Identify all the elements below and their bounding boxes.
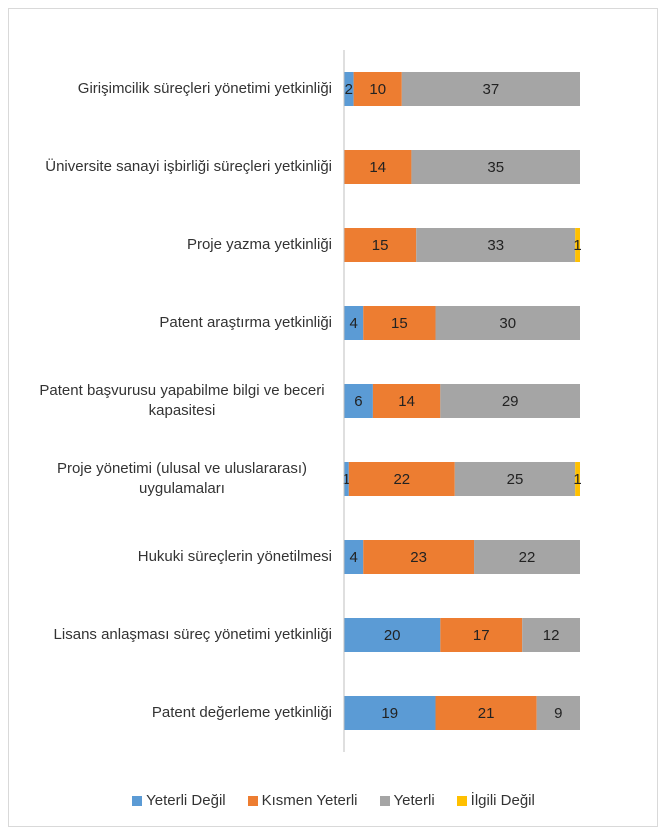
category-label: Patent başvurusu yapabilme bilgi ve bece…	[39, 382, 325, 419]
legend-label: Kısmen Yeterli	[261, 792, 358, 809]
bar-segment	[372, 384, 441, 418]
bar-segment	[440, 618, 523, 652]
category-label: Proje yönetimi (ulusal ve uluslararası) …	[56, 460, 308, 497]
value-label: 23	[410, 549, 427, 566]
category-label: Patent değerleme yetkinliği	[151, 704, 332, 721]
value-label: 25	[507, 471, 524, 488]
category-label: Patent araştırma yetkinliği	[159, 314, 332, 331]
legend-item: Yeterli Değil	[132, 792, 226, 809]
value-label: 1	[573, 471, 581, 488]
bar-segment	[575, 462, 580, 496]
legend-swatch	[456, 795, 467, 806]
bar-segment	[411, 150, 580, 184]
legend-item: İlgili Değil	[456, 792, 535, 809]
legend: Yeterli Değil Kısmen Yeterli Yeterli İlgili…	[0, 792, 667, 809]
value-label: 9	[554, 705, 562, 722]
value-label: 19	[381, 705, 398, 722]
bar-segment	[363, 306, 436, 340]
bar-segment	[474, 540, 580, 574]
value-label: 1	[573, 237, 581, 254]
value-label: 14	[369, 159, 386, 176]
bar-segment	[353, 72, 402, 106]
legend-item: Yeterli	[379, 792, 435, 809]
bar-segment	[454, 462, 576, 496]
value-label: 15	[372, 237, 389, 254]
legend-swatch	[132, 795, 143, 806]
category-label: Üniversite sanayi işbirliği süreçleri ye…	[45, 158, 332, 175]
value-label: 33	[487, 237, 504, 254]
bar-segment	[344, 228, 417, 262]
value-label: 30	[499, 315, 516, 332]
bar-segment	[344, 384, 373, 418]
bar-segment	[344, 150, 412, 184]
bar-segment	[440, 384, 580, 418]
value-label: 29	[502, 393, 519, 410]
category-label: Hukuki süreçlerin yönetilmesi	[137, 548, 332, 565]
category-label: Lisans anlaşması süreç yönetimi yetkinli…	[53, 626, 332, 643]
value-label: 37	[483, 81, 500, 98]
bar-segment	[575, 228, 580, 262]
category-label: Girişimcilik süreçleri yönetimi yetkinli…	[77, 80, 332, 97]
value-label: 21	[478, 705, 495, 722]
bar-segment	[344, 540, 364, 574]
value-label: 6	[354, 393, 362, 410]
bar-segment	[348, 462, 455, 496]
value-label: 22	[393, 471, 410, 488]
value-label: 10	[369, 81, 386, 98]
bar-segment	[344, 696, 436, 730]
legend-swatch	[379, 795, 390, 806]
value-label: 35	[487, 159, 504, 176]
value-label: 14	[398, 393, 415, 410]
bar-segment	[363, 540, 475, 574]
legend-label: İlgili Değil	[470, 792, 535, 809]
bar-segment	[344, 462, 349, 496]
value-label: 20	[384, 627, 401, 644]
chart-frame	[8, 8, 658, 827]
value-label: 12	[543, 627, 560, 644]
bar-segment	[435, 696, 537, 730]
value-label: 22	[519, 549, 536, 566]
legend-item: Kısmen Yeterli	[247, 792, 358, 809]
bar-segment	[344, 306, 364, 340]
bar-segment	[416, 228, 576, 262]
value-label: 4	[349, 549, 357, 566]
value-label: 2	[345, 81, 353, 98]
bar-segment	[536, 696, 580, 730]
legend-label: Yeterli Değil	[146, 792, 226, 809]
bar-segment	[435, 306, 580, 340]
value-label: 4	[349, 315, 357, 332]
legend-label: Yeterli	[393, 792, 435, 809]
category-label: Proje yazma yetkinliği	[186, 236, 332, 253]
bar-segment	[344, 72, 354, 106]
value-label: 17	[473, 627, 490, 644]
bar-segment	[522, 618, 580, 652]
bar-segment	[401, 72, 580, 106]
legend-swatch	[247, 795, 258, 806]
value-label: 15	[391, 315, 408, 332]
value-label: 1	[342, 471, 350, 488]
bar-segment	[344, 618, 441, 652]
